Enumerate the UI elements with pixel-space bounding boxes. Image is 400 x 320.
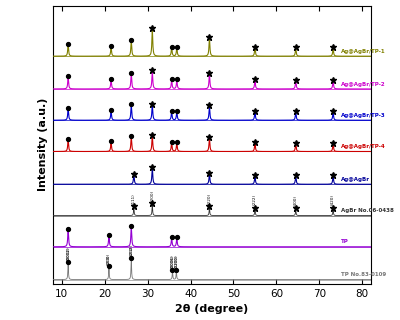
Text: (200): (200) — [150, 189, 154, 201]
Text: Ag@AgBr/TP-2: Ag@AgBr/TP-2 — [341, 82, 386, 87]
Text: (0006): (0006) — [170, 255, 174, 268]
Text: (111): (111) — [132, 193, 136, 204]
Text: (200): (200) — [107, 253, 111, 264]
Text: (220): (220) — [208, 193, 212, 204]
Text: TP: TP — [341, 239, 348, 244]
Text: (0200): (0200) — [174, 255, 178, 268]
Text: (202): (202) — [129, 245, 133, 256]
Text: (0006): (0006) — [170, 254, 174, 268]
Text: (0002): (0002) — [66, 246, 70, 260]
Text: Ag@AgBr: Ag@AgBr — [341, 177, 370, 182]
X-axis label: 2θ (degree): 2θ (degree) — [175, 304, 249, 315]
Y-axis label: Intensity (a.u.): Intensity (a.u.) — [38, 98, 48, 191]
Text: (0200): (0200) — [174, 254, 178, 268]
Text: (400): (400) — [294, 195, 298, 206]
Text: (420): (420) — [331, 195, 335, 205]
Text: (200): (200) — [107, 254, 111, 265]
Text: Ag@AgBr/TP-3: Ag@AgBr/TP-3 — [341, 113, 386, 118]
Text: Ag@AgBr/TP-1: Ag@AgBr/TP-1 — [341, 49, 386, 54]
Text: (202): (202) — [129, 244, 133, 255]
Text: Ag@AgBr/TP-4: Ag@AgBr/TP-4 — [341, 144, 386, 149]
Text: (222): (222) — [253, 194, 257, 205]
Text: TP No.83-0109: TP No.83-0109 — [341, 272, 386, 277]
Text: (0002): (0002) — [66, 247, 70, 260]
Text: AgBr No.06-0438: AgBr No.06-0438 — [341, 208, 394, 213]
